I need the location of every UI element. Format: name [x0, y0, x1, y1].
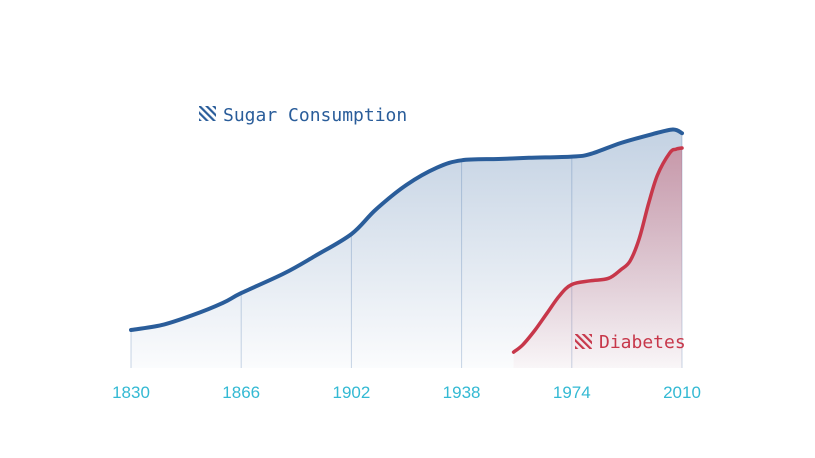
x-tick-label: 1830	[112, 383, 150, 402]
legend-sugar-consumption: Sugar Consumption	[199, 105, 407, 126]
x-tick-label: 1902	[332, 383, 370, 402]
diabetes-area	[513, 148, 682, 368]
sugar-consumption-line	[129, 127, 684, 332]
sugar-consumption-area	[131, 129, 682, 368]
diabetes-line	[511, 146, 684, 354]
hatch-icon	[575, 334, 592, 349]
x-tick-label: 1974	[553, 383, 591, 402]
hatch-icon	[199, 106, 216, 121]
legend-label-diabetes: Diabetes	[599, 332, 686, 353]
x-tick-label: 1866	[222, 383, 260, 402]
x-tick-label: 1938	[443, 383, 481, 402]
legend-label-sugar: Sugar Consumption	[223, 105, 407, 126]
x-axis-tick-labels: 1830 1866 1902 1938 1974 2010	[112, 383, 701, 402]
x-tick-label: 2010	[663, 383, 701, 402]
legend-diabetes: Diabetes	[575, 332, 686, 353]
